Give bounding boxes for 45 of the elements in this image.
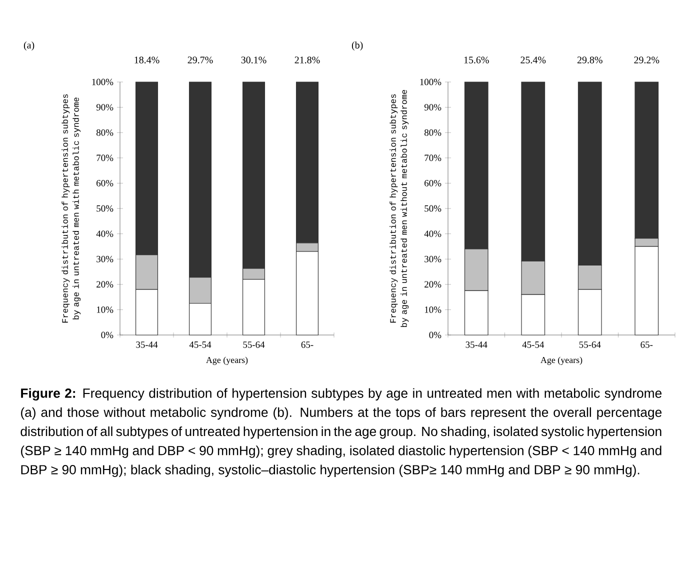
text: (a): [24, 41, 34, 51]
y-tick-label: 30%: [96, 256, 114, 262]
y-tick-label: 70%: [96, 154, 114, 162]
x-tick-label: 65-: [301, 342, 314, 348]
x-tick-label: 45-54: [189, 342, 212, 348]
y-tick-label: 60%: [96, 180, 114, 186]
y-axis-title: Frequency distribution of hypertension subtypes by age in untreated men with metabolic syndrome: [62, 94, 81, 323]
x-tick-label: 55-64: [243, 342, 265, 348]
y-tick-label: 90%: [424, 104, 442, 111]
text: 21.8%: [294, 56, 320, 64]
y-tick-label: 90%: [96, 104, 114, 111]
y-tick-label: 100%: [92, 78, 114, 86]
x-tick-label: 55-64: [579, 342, 601, 348]
y-tick-label: 50%: [424, 205, 442, 212]
x-axis-title: Age (years): [206, 356, 248, 365]
y-tick-label: 80%: [96, 129, 114, 136]
text: Figure 2: Frequency distribution of hypertension subtypes by age in untreated men with metabolic syndrome (a) and those without metabolic syndrome (b). Numbers at the tops of bars represent the overall percentage distribution of all subtypes of untreated hypertension in the age group. No shading, isolated systolic hypertension (SBP ≥ 140 mmHg and DBP < 90 mmHg); grey shading, isolated diastolic hypertension (SBP < 140 mmHg and DBP ≥ 90 mmHg); black shading, systolic–diastolic hypertension (SBP≥ 140 mmHg and DBP ≥ 90 mmHg).: [20, 388, 662, 477]
text: 29.8%: [577, 56, 602, 64]
text: 30.1%: [241, 56, 266, 64]
y-tick-label: 10%: [96, 306, 114, 313]
y-tick-label: 40%: [424, 230, 442, 238]
y-tick-label: 0%: [429, 332, 442, 338]
text: 25.4%: [520, 56, 546, 64]
y-tick-label: 70%: [424, 154, 442, 162]
x-tick-label: 65-: [640, 342, 653, 348]
text: 29.2%: [634, 56, 660, 64]
y-tick-label: 40%: [96, 230, 114, 238]
text: 29.7%: [188, 56, 213, 64]
y-tick-label: 80%: [424, 129, 442, 136]
text: (b): [352, 41, 363, 51]
y-tick-label: 10%: [424, 306, 442, 313]
x-axis-title: Age (years): [540, 356, 582, 365]
y-tick-label: 60%: [424, 180, 442, 186]
y-tick-label: 50%: [96, 205, 114, 212]
y-axis-title: Frequency distribution of hypertension subtypes by age in untreated men without metabolic syndrome: [390, 90, 409, 327]
x-tick-label: 45-54: [522, 342, 544, 348]
y-tick-label: 100%: [420, 78, 442, 86]
y-tick-label: 30%: [424, 256, 442, 262]
y-tick-label: 0%: [101, 332, 114, 338]
text: 18.4%: [134, 56, 160, 64]
y-tick-label: 20%: [96, 281, 114, 288]
text: 15.6%: [464, 56, 489, 64]
x-tick-label: 35-44: [466, 342, 488, 348]
y-tick-label: 20%: [424, 281, 442, 288]
x-tick-label: 35-44: [136, 342, 158, 348]
